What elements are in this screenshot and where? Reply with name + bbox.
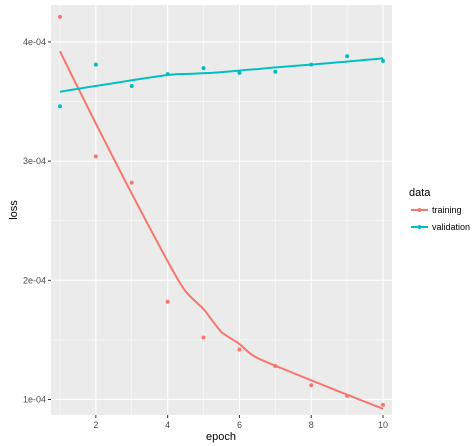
trend-line-validation	[59, 57, 384, 93]
data-point-validation	[345, 54, 350, 59]
y-tick-label: 4e-04	[23, 37, 46, 47]
data-point-validation	[93, 62, 98, 67]
data-point-training	[129, 180, 134, 185]
data-point-validation	[237, 70, 242, 75]
legend-key-point-validation	[417, 225, 422, 229]
trend-lines	[59, 50, 384, 410]
y-tick-label: 3e-04	[23, 156, 46, 166]
data-point-training	[345, 393, 350, 398]
legend-label-training: training	[432, 205, 462, 215]
y-axis-title: loss	[8, 200, 20, 220]
y-tick-label: 1e-04	[23, 395, 46, 405]
data-point-validation	[201, 66, 206, 71]
y-tick-label: 2e-04	[23, 275, 46, 285]
x-tick-label: 2	[93, 420, 98, 430]
data-point-validation	[273, 69, 278, 74]
data-point-validation	[381, 59, 386, 64]
y-axis: 1e-04 2e-04 3e-04 4e-04	[23, 37, 51, 405]
plot-panel	[51, 5, 392, 415]
data-point-validation	[165, 72, 170, 77]
x-axis: 2 4 6 8 10	[93, 415, 388, 430]
x-tick-label: 8	[309, 420, 314, 430]
data-point-training	[57, 14, 62, 19]
data-point-training	[309, 383, 314, 388]
legend-items: training validation	[411, 205, 470, 232]
data-point-validation	[309, 62, 314, 67]
data-point-training	[165, 299, 170, 304]
x-tick-label: 10	[378, 420, 388, 430]
legend-title: data	[409, 187, 431, 199]
data-point-training	[93, 154, 98, 159]
data-point-training	[201, 335, 206, 340]
legend-key-point-training	[417, 208, 422, 212]
trend-line-training	[59, 50, 384, 410]
data-point-validation	[129, 84, 134, 89]
data-point-validation	[57, 104, 62, 109]
legend-label-validation: validation	[432, 222, 470, 232]
data-point-training	[237, 347, 242, 352]
data-point-training	[273, 364, 278, 369]
data-points	[57, 14, 386, 407]
x-tick-label: 4	[165, 420, 170, 430]
x-tick-label: 6	[237, 420, 242, 430]
x-axis-title: epoch	[206, 431, 236, 443]
data-point-training	[381, 402, 386, 407]
legend: data training validation	[409, 187, 470, 232]
